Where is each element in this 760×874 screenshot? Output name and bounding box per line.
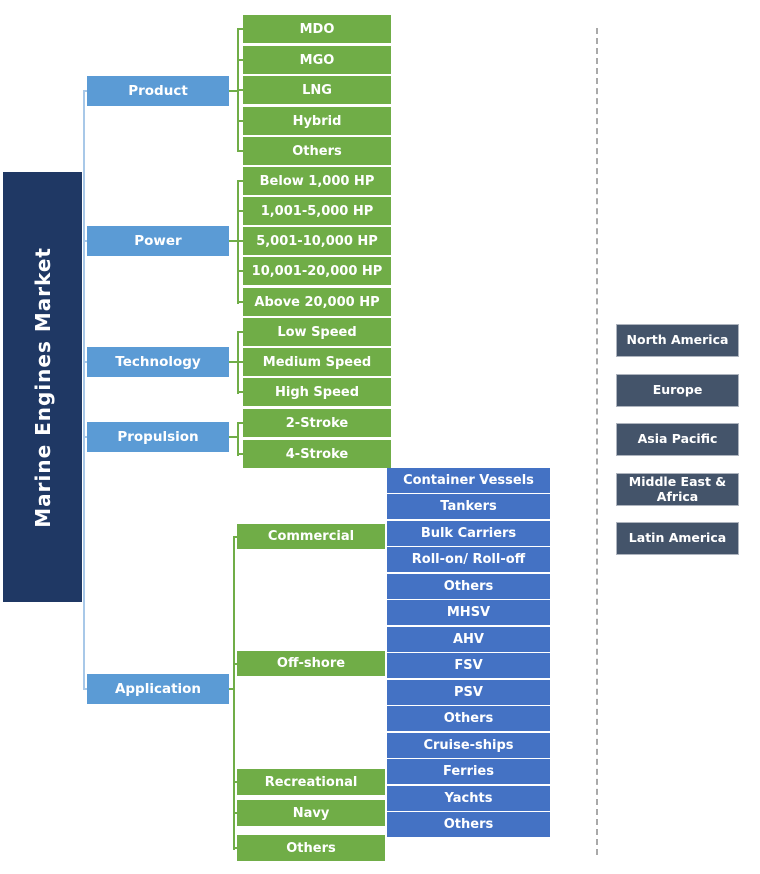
segment-box-high-speed: High Speed	[237, 378, 391, 406]
segment-box-1001-5000-hp: 1,001-5,000 HP	[237, 197, 391, 225]
category-spine-line	[83, 90, 85, 690]
segment-box-hybrid: Hybrid	[237, 107, 391, 135]
region-box-asia-pacific: Asia Pacific	[616, 423, 739, 456]
vessel-box-yachts: Yachts	[387, 786, 550, 811]
propulsion-bracket-line	[237, 422, 239, 456]
vessel-box-ferries: Ferries	[387, 759, 550, 784]
vessel-box-roll-on-roll-off: Roll-on/ Roll-off	[387, 547, 550, 572]
segment-box-4-stroke: 4-Stroke	[237, 440, 391, 468]
segment-box-mgo: MGO	[237, 46, 391, 74]
category-box-application: Application	[83, 674, 233, 704]
category-box-technology: Technology	[83, 347, 237, 377]
region-box-north-america: North America	[616, 324, 739, 357]
application-box-navy: Navy	[233, 800, 385, 826]
application-box-commercial: Commercial	[233, 524, 385, 549]
diagram-title-box: Marine Engines Market	[3, 172, 82, 602]
category-box-power: Power	[83, 226, 237, 256]
application-box-others: Others	[233, 835, 385, 861]
region-box-middle-east-africa: Middle East & Africa	[616, 473, 739, 506]
segment-box-above-20000-hp: Above 20,000 HP	[237, 288, 391, 316]
segment-box-below-1000-hp: Below 1,000 HP	[237, 167, 391, 195]
vessel-box-psv: PSV	[387, 680, 550, 705]
power-bracket-line	[237, 180, 239, 304]
application-box-recreational: Recreational	[233, 769, 385, 795]
vessel-box-tankers: Tankers	[387, 494, 550, 519]
segment-box-medium-speed: Medium Speed	[237, 348, 391, 376]
region-box-europe: Europe	[616, 374, 739, 407]
segment-box-5001-10000-hp: 5,001-10,000 HP	[237, 227, 391, 255]
vessel-box-commercial-others: Others	[387, 574, 550, 599]
diagram-title: Marine Engines Market	[30, 246, 55, 528]
application-box-offshore: Off-shore	[233, 651, 385, 676]
region-box-latin-america: Latin America	[616, 522, 739, 555]
application-bracket-line	[233, 536, 235, 850]
category-box-propulsion: Propulsion	[83, 422, 237, 452]
vessel-box-recreational-others: Others	[387, 812, 550, 837]
vessel-box-ahv: AHV	[387, 627, 550, 652]
segment-box-mdo: MDO	[237, 15, 391, 43]
vessel-box-mhsv: MHSV	[387, 600, 550, 625]
segment-box-10001-20000-hp: 10,001-20,000 HP	[237, 257, 391, 285]
dashed-separator-line	[596, 28, 598, 855]
segment-box-low-speed: Low Speed	[237, 318, 391, 346]
segment-box-product-others: Others	[237, 137, 391, 165]
segment-box-2-stroke: 2-Stroke	[237, 409, 391, 437]
vessel-box-container-vessels: Container Vessels	[387, 468, 550, 493]
vessel-box-cruise-ships: Cruise-ships	[387, 733, 550, 758]
vessel-box-offshore-others: Others	[387, 706, 550, 731]
vessel-box-bulk-carriers: Bulk Carriers	[387, 521, 550, 546]
segment-box-lng: LNG	[237, 76, 391, 104]
category-box-product: Product	[83, 76, 237, 106]
vessel-box-fsv: FSV	[387, 653, 550, 678]
